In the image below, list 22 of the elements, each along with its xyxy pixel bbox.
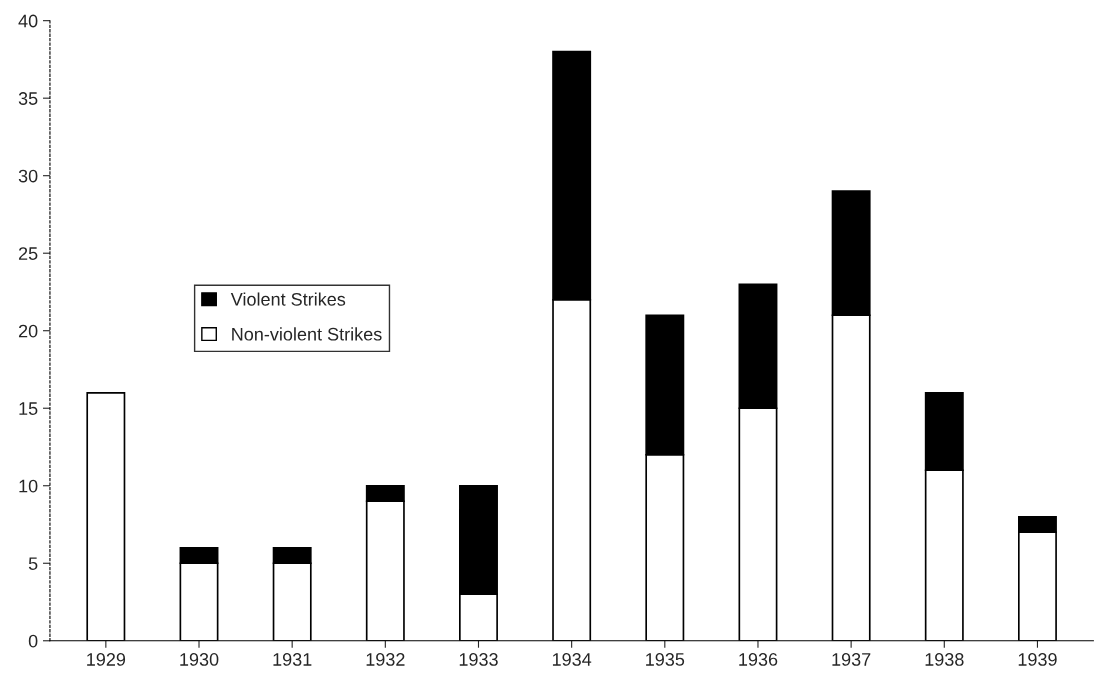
x-tick-label: 1934: [552, 653, 592, 666]
x-tick-label: 1931: [273, 653, 312, 666]
x-tick-label: 1937: [832, 653, 871, 666]
x-tick-label: 1933: [459, 653, 498, 666]
y-tick-label: 40: [18, 14, 38, 28]
x-tick-label: 1929: [87, 653, 126, 666]
y-tick-label: 5: [28, 557, 38, 570]
legend-label: Non-violent Strikes: [232, 327, 382, 341]
y-tick-label: 25: [18, 247, 38, 260]
y-tick-label: 35: [18, 92, 38, 105]
x-tick-label: 1938: [925, 653, 964, 666]
x-tick-label: 1935: [646, 653, 685, 666]
y-tick-label: 15: [19, 402, 38, 415]
y-tick-label: 30: [18, 169, 38, 183]
y-tick-label: 10: [19, 479, 38, 493]
y-tick-label: 20: [18, 324, 38, 338]
x-tick-label: 1936: [739, 653, 778, 666]
x-tick-label: 1939: [1018, 653, 1057, 666]
x-tick-label: 1930: [180, 653, 219, 666]
x-tick-label: 1932: [366, 653, 405, 666]
y-tick-label: 0: [28, 634, 38, 648]
legend-label: Violent Strikes: [230, 292, 346, 306]
